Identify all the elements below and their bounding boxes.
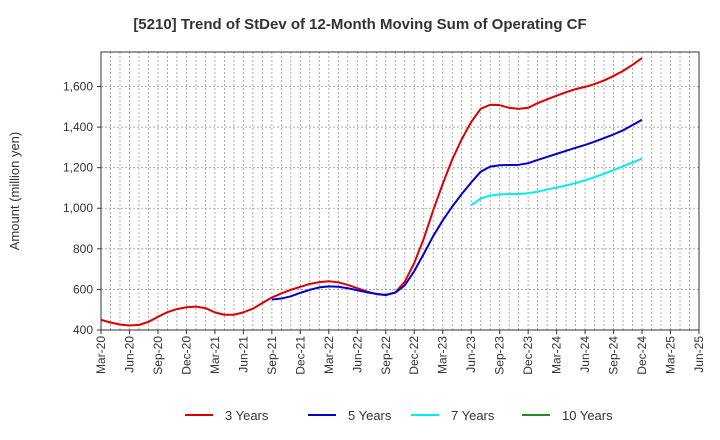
y-tick-label: 1,600 [63, 79, 93, 93]
x-tick-label: Mar-24 [550, 336, 564, 374]
series-line-5-years [271, 118, 643, 301]
y-tick-label: 800 [73, 242, 93, 256]
x-tick-label: Sep-24 [607, 336, 621, 375]
legend: 3 Years 5 Years 7 Years 10 Years [185, 408, 613, 423]
legend-label: 7 Years [451, 408, 495, 423]
x-tick-label: Dec-22 [407, 336, 421, 375]
x-tick-label: Jun-23 [464, 336, 478, 373]
x-tick-label: Dec-23 [521, 336, 535, 375]
legend-label: 3 Years [225, 408, 269, 423]
x-tick-label: Jun-24 [578, 336, 592, 373]
x-tick-label: Dec-21 [293, 336, 307, 375]
legend-item-5-years: 5 Years [308, 408, 392, 423]
y-tick-label: 1,000 [63, 201, 93, 215]
x-tick-label: Mar-22 [322, 336, 336, 374]
x-tick-label: Jun-25 [692, 336, 706, 373]
plot-area [101, 52, 699, 330]
x-tick-label: Mar-21 [208, 336, 222, 374]
chart-title: [5210] Trend of StDev of 12-Month Moving… [133, 16, 586, 33]
x-tick-label: Sep-22 [379, 336, 393, 375]
x-tick-label: Sep-21 [265, 336, 279, 375]
y-axis-label: Amount (million yen) [7, 132, 22, 251]
y-axis-ticks: 400 600 800 1,000 1,200 1,400 1,600 [63, 79, 101, 337]
y-tick-label: 1,200 [63, 161, 93, 175]
plot-frame [100, 51, 700, 331]
x-tick-label: Mar-23 [436, 336, 450, 374]
x-tick-label: Mar-20 [94, 336, 108, 374]
legend-item-10-years: 10 Years [522, 408, 613, 423]
legend-label: 10 Years [562, 408, 613, 423]
x-tick-label: Jun-22 [350, 336, 364, 373]
legend-label: 5 Years [348, 408, 392, 423]
x-tick-label: Dec-20 [179, 336, 193, 375]
x-tick-label: Dec-24 [635, 336, 649, 375]
x-tick-label: Sep-23 [493, 336, 507, 375]
series-lines [100, 57, 643, 327]
x-tick-label: Sep-20 [151, 336, 165, 375]
plot-border [100, 51, 700, 331]
y-tick-label: 600 [73, 282, 93, 296]
legend-item-3-years: 3 Years [185, 408, 269, 423]
legend-item-7-years: 7 Years [411, 408, 495, 423]
x-axis-ticks: Mar-20 Jun-20 Sep-20 Dec-20 Mar-21 Jun-21 Sep-… [94, 330, 706, 375]
plot-background [101, 52, 699, 330]
series-line-7-years [470, 157, 643, 207]
x-tick-label: Mar-25 [664, 336, 678, 374]
y-tick-label: 400 [73, 323, 93, 337]
y-tick-label: 1,400 [63, 120, 93, 134]
x-tick-label: Jun-20 [122, 336, 136, 373]
x-tick-label: Jun-21 [236, 336, 250, 373]
